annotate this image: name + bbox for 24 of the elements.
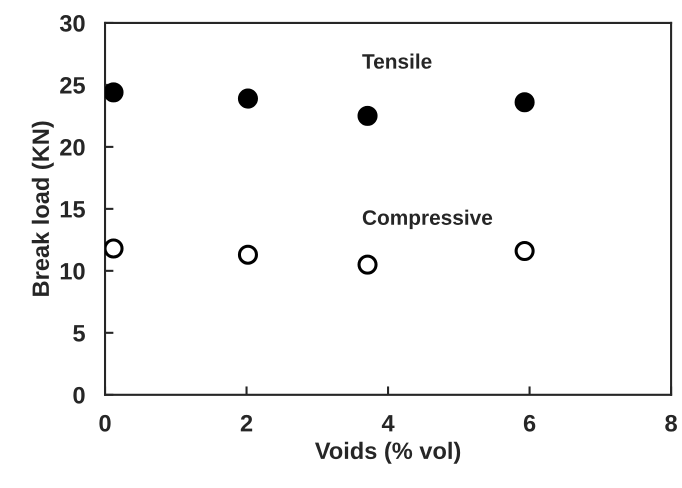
series-label: Compressive bbox=[362, 210, 492, 230]
point bbox=[105, 238, 124, 259]
point bbox=[105, 82, 124, 102]
y-tick-label: 0 bbox=[73, 386, 85, 404]
y-tick-label: 30 bbox=[60, 15, 85, 32]
y-tick-label: 25 bbox=[60, 76, 85, 94]
point bbox=[358, 254, 378, 275]
y-tick-label: 20 bbox=[60, 138, 85, 156]
point bbox=[238, 88, 258, 109]
y-tick-label: 10 bbox=[60, 262, 85, 280]
x-axis-title: Voids (% vol) bbox=[314, 442, 460, 464]
y-tick-label: 5 bbox=[73, 325, 85, 342]
point bbox=[514, 92, 535, 112]
x-tick-label: 8 bbox=[665, 414, 677, 432]
x-tick-label: 2 bbox=[240, 414, 252, 432]
point bbox=[238, 244, 258, 265]
series-label: Tensile bbox=[362, 53, 432, 69]
point bbox=[358, 106, 378, 126]
point bbox=[514, 240, 535, 262]
y-axis-title: Break load (KN) bbox=[32, 121, 54, 296]
y-tick-label: 15 bbox=[60, 201, 85, 218]
x-tick-label: 4 bbox=[382, 415, 394, 432]
x-tick-label: 0 bbox=[99, 414, 111, 432]
x-tick-label: 6 bbox=[524, 414, 536, 432]
